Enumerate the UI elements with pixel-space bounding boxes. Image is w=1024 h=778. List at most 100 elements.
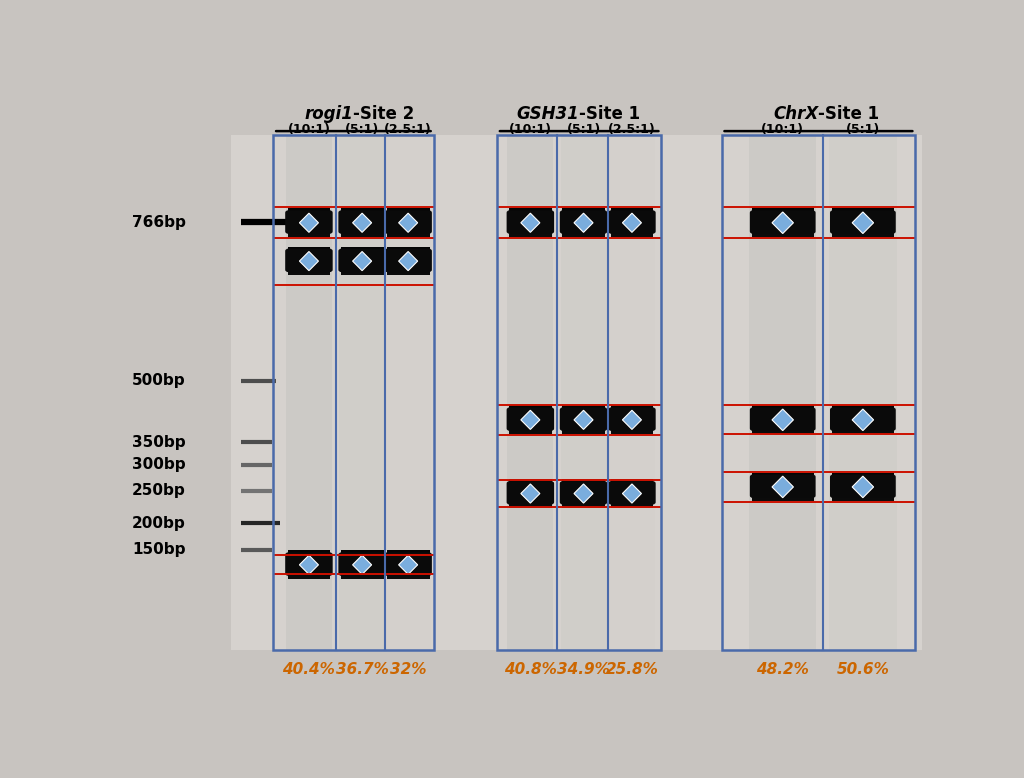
FancyBboxPatch shape xyxy=(507,210,554,233)
Bar xyxy=(610,480,653,481)
FancyBboxPatch shape xyxy=(750,475,815,498)
Bar xyxy=(831,209,894,210)
Bar xyxy=(387,578,430,579)
Bar xyxy=(752,419,814,420)
Bar xyxy=(341,266,384,267)
Bar xyxy=(562,480,605,481)
Bar xyxy=(610,495,653,496)
Polygon shape xyxy=(574,213,593,233)
Bar xyxy=(341,213,384,214)
Bar xyxy=(341,569,384,570)
Bar xyxy=(610,233,653,234)
Bar xyxy=(562,429,605,430)
Bar xyxy=(831,218,894,219)
Bar xyxy=(387,264,430,265)
Bar xyxy=(509,217,552,218)
Bar xyxy=(831,409,894,410)
Bar xyxy=(752,488,814,489)
Bar xyxy=(610,229,653,230)
Bar xyxy=(288,556,331,557)
Bar xyxy=(509,235,552,237)
Bar xyxy=(610,230,653,231)
Bar xyxy=(288,220,331,221)
Text: ChrX: ChrX xyxy=(773,105,818,124)
Bar xyxy=(387,271,430,272)
Bar xyxy=(387,214,430,215)
Bar xyxy=(562,212,605,213)
Bar xyxy=(752,227,814,229)
Bar xyxy=(341,566,384,568)
Bar xyxy=(288,271,331,272)
Bar xyxy=(341,563,384,564)
FancyBboxPatch shape xyxy=(560,408,607,431)
Bar xyxy=(288,222,331,223)
Bar xyxy=(288,573,331,574)
Bar xyxy=(341,554,384,555)
Bar xyxy=(509,413,552,414)
Bar xyxy=(341,552,384,553)
Bar xyxy=(509,487,552,488)
Bar xyxy=(387,251,430,253)
Bar xyxy=(562,209,605,210)
Bar xyxy=(509,220,552,221)
Bar xyxy=(610,412,653,413)
Bar xyxy=(562,217,605,218)
Bar xyxy=(562,499,605,500)
Bar xyxy=(562,492,605,493)
Bar xyxy=(562,495,605,496)
FancyBboxPatch shape xyxy=(560,481,607,505)
Bar xyxy=(831,482,894,483)
Bar xyxy=(562,233,605,234)
Bar xyxy=(752,416,814,417)
Bar xyxy=(387,231,430,233)
FancyBboxPatch shape xyxy=(830,408,896,431)
Bar xyxy=(341,255,384,256)
Bar xyxy=(509,499,552,500)
Bar xyxy=(509,414,552,415)
Bar xyxy=(509,226,552,227)
Bar xyxy=(562,224,605,225)
FancyBboxPatch shape xyxy=(608,408,655,431)
Bar xyxy=(831,495,894,496)
Bar xyxy=(387,233,430,234)
Bar xyxy=(387,230,430,231)
Bar xyxy=(387,225,430,226)
FancyBboxPatch shape xyxy=(384,552,432,576)
Bar xyxy=(752,235,814,237)
Bar xyxy=(509,503,552,504)
Bar xyxy=(831,234,894,235)
Bar xyxy=(387,263,430,264)
Bar xyxy=(831,496,894,497)
Bar xyxy=(562,230,605,231)
Bar xyxy=(610,227,653,229)
Polygon shape xyxy=(352,555,372,574)
Bar xyxy=(509,409,552,410)
Bar xyxy=(509,216,552,217)
Bar xyxy=(562,221,605,222)
Bar xyxy=(509,485,552,486)
Bar xyxy=(509,230,552,231)
Bar xyxy=(509,417,552,418)
Bar xyxy=(752,406,814,408)
Bar xyxy=(387,564,430,565)
Bar xyxy=(341,558,384,559)
Bar xyxy=(387,561,430,562)
Bar xyxy=(288,561,331,562)
Bar xyxy=(341,261,384,262)
Bar xyxy=(831,478,894,479)
Bar xyxy=(387,253,430,254)
Bar xyxy=(752,229,814,230)
Bar xyxy=(509,493,552,495)
Bar xyxy=(610,217,653,218)
Bar xyxy=(341,555,384,556)
Bar xyxy=(288,227,331,229)
Text: 32%: 32% xyxy=(390,662,426,677)
Bar xyxy=(387,213,430,214)
Bar xyxy=(288,563,331,564)
Bar xyxy=(610,224,653,225)
Bar xyxy=(610,431,653,433)
Bar xyxy=(562,213,605,214)
Bar xyxy=(509,209,552,210)
Bar xyxy=(752,496,814,497)
Bar xyxy=(387,212,430,213)
